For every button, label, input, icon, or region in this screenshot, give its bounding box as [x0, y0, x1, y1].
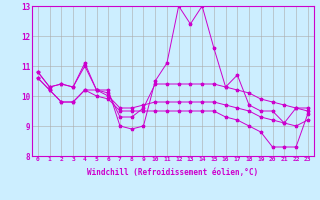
- X-axis label: Windchill (Refroidissement éolien,°C): Windchill (Refroidissement éolien,°C): [87, 168, 258, 177]
